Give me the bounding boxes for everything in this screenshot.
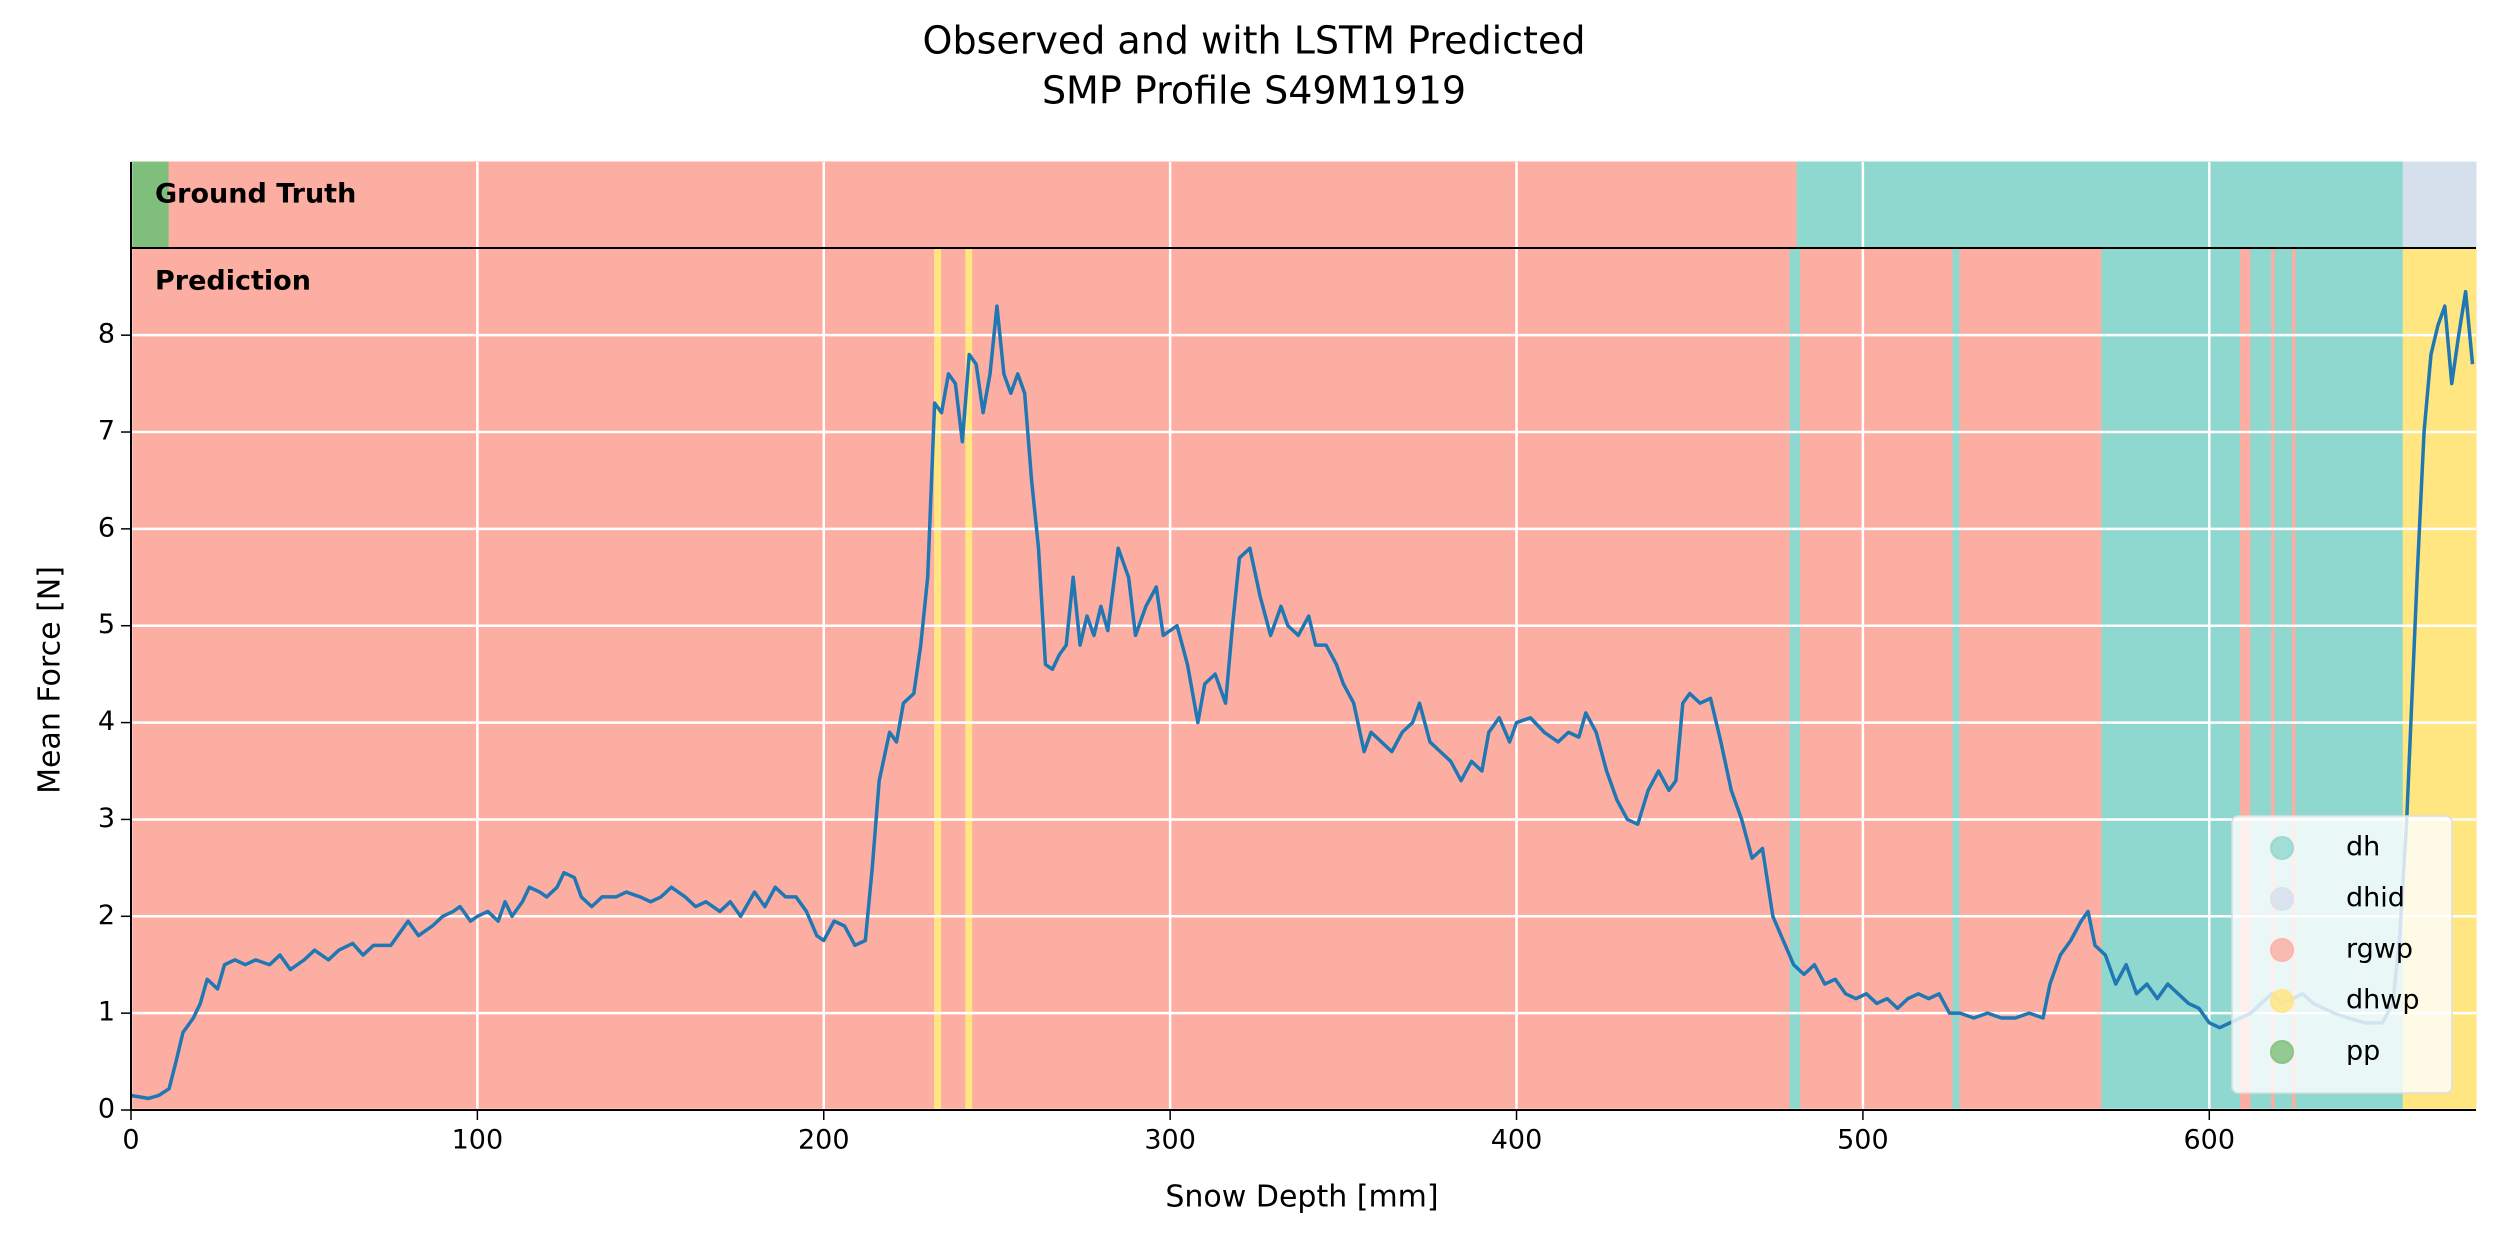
- band-label: Ground Truth: [155, 179, 356, 210]
- x-tick-label: 0: [122, 1125, 139, 1156]
- class-band: [1959, 247, 2103, 1111]
- class-band: [1952, 247, 1961, 1111]
- y-tick-label: 7: [98, 416, 115, 447]
- class-band: [130, 161, 170, 249]
- y-axis-label: Mean Force [N]: [33, 566, 68, 794]
- legend-marker: [2270, 887, 2294, 911]
- legend-label: dh: [2346, 832, 2380, 863]
- x-tick-label: 200: [798, 1125, 850, 1156]
- x-tick-label: 100: [452, 1125, 504, 1156]
- y-tick-label: 8: [98, 319, 115, 350]
- class-band: [934, 247, 943, 1111]
- class-band: [1789, 247, 1802, 1111]
- bands: [130, 161, 2477, 1111]
- y-tick-label: 1: [98, 997, 115, 1028]
- axes: 0 100 200 300 400 500 600 0 1 2 3 4 5 6 7 8 Ground Truth…: [98, 162, 2476, 1156]
- class-band: [2101, 247, 2241, 1111]
- y-tick-label: 0: [98, 1094, 115, 1125]
- legend-marker: [2270, 1040, 2294, 1064]
- class-band: [972, 247, 1791, 1111]
- y-tick-label: 4: [98, 706, 115, 737]
- class-band: [130, 247, 936, 1111]
- x-tick-label: 300: [1144, 1125, 1196, 1156]
- y-tick-label: 3: [98, 803, 115, 834]
- band-label: Prediction: [155, 266, 311, 297]
- legend: dh dhid rgwp dhwp pp: [2231, 815, 2453, 1094]
- chart-title: SMP Profile S49M1919: [1042, 69, 1466, 113]
- y-tick-label: 5: [98, 609, 115, 640]
- legend-marker: [2270, 836, 2294, 860]
- class-band: [168, 161, 1798, 249]
- class-band: [2402, 161, 2477, 249]
- legend-label: dhid: [2346, 883, 2405, 914]
- legend-marker: [2270, 989, 2294, 1013]
- chart-title: Observed and with LSTM Predicted: [923, 19, 1586, 63]
- legend-marker: [2270, 938, 2294, 962]
- x-tick-label: 400: [1491, 1125, 1543, 1156]
- y-tick-label: 2: [98, 900, 115, 931]
- class-band: [941, 247, 967, 1111]
- x-tick-label: 600: [2184, 1125, 2236, 1156]
- lines: [130, 289, 2475, 1101]
- legend-label: pp: [2346, 1036, 2380, 1067]
- x-axis-label: Snow Depth [mm]: [1165, 1180, 1438, 1215]
- data-line: [130, 289, 2475, 1101]
- x-tick-label: 500: [1837, 1125, 1889, 1156]
- class-band: [1796, 161, 2404, 249]
- legend-box: [2231, 815, 2453, 1094]
- legend-label: dhwp: [2346, 985, 2419, 1016]
- legend-label: rgwp: [2346, 934, 2413, 965]
- y-tick-label: 6: [98, 512, 115, 543]
